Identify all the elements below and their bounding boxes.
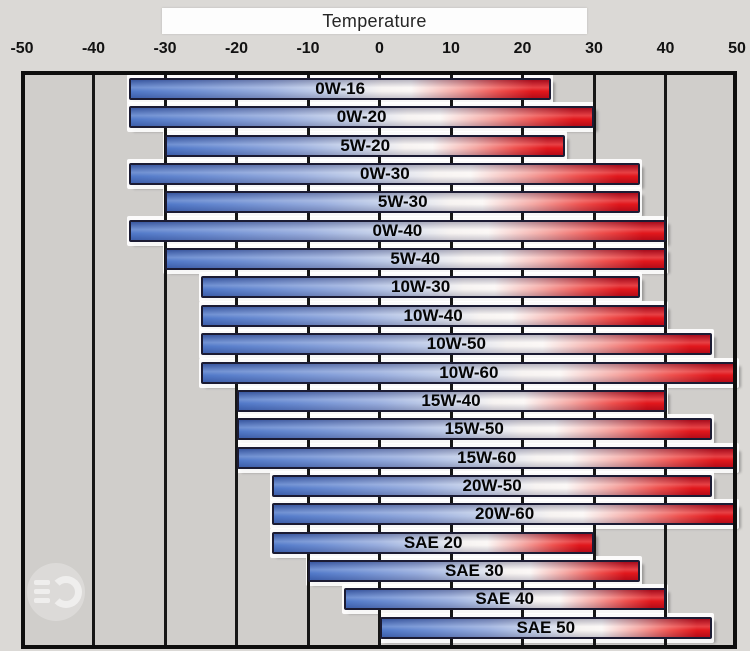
oil-grade-label: 5W-40 [390, 249, 441, 269]
oil-grade-bar: 0W-16 [129, 78, 552, 100]
oil-grade-bar: SAE 50 [379, 616, 712, 639]
oil-grade-bar: 10W-40 [200, 304, 666, 327]
gridline [378, 75, 381, 645]
oil-grade-bar: 0W-40 [129, 219, 666, 242]
oil-grade-bar: 5W-40 [165, 248, 666, 271]
axis-tick-label: -20 [224, 40, 249, 57]
headlight-beam-line [34, 589, 50, 594]
oil-grade-bar: SAE 30 [308, 559, 641, 582]
oil-grade-bar: SAE 40 [343, 588, 666, 611]
gridline [521, 75, 524, 645]
oil-grade-bar: 15W-50 [236, 418, 712, 441]
axis-tick-label: -10 [296, 40, 320, 57]
oil-grade-bar: 5W-30 [165, 191, 641, 214]
oil-grade-bar: 10W-30 [200, 276, 641, 299]
headlight-logo-icon [27, 563, 85, 621]
gridline [306, 75, 310, 645]
oil-grade-label: 10W-50 [426, 334, 486, 354]
oil-grade-bar: 10W-60 [200, 361, 737, 384]
axis-tick-label: 10 [442, 40, 460, 57]
axis-tick-label: 30 [585, 40, 603, 57]
oil-grade-bar: 5W-20 [165, 134, 566, 157]
oil-grade-label: 0W-16 [315, 79, 366, 98]
headlight-beam-line [34, 598, 50, 603]
oil-grade-label: 15W-40 [421, 390, 481, 410]
oil-grade-bar: 15W-60 [236, 446, 737, 469]
oil-grade-label: 20W-50 [462, 475, 522, 495]
axis-tick-label: -50 [10, 40, 34, 57]
axis-tick-label: 20 [513, 40, 532, 57]
oil-grade-bar: 0W-20 [129, 106, 594, 129]
oil-grade-label: 0W-30 [359, 164, 410, 184]
oil-grade-bar: 10W-50 [200, 333, 712, 356]
gridline [163, 75, 167, 645]
oil-grade-bar: 20W-60 [272, 503, 737, 526]
oil-grade-label: 0W-20 [336, 107, 387, 127]
chart-title-box: Temperature [162, 8, 587, 34]
oil-grade-label: 5W-30 [377, 192, 428, 212]
oil-grade-bar: 15W-40 [236, 389, 666, 412]
axis-tick-label: -40 [81, 40, 106, 57]
headlight-beam-line [34, 580, 50, 585]
axis-tick-label: 50 [728, 40, 746, 57]
oil-grade-label: 15W-60 [457, 447, 517, 467]
oil-grade-bar: 0W-30 [129, 163, 641, 186]
oil-grade-bar: SAE 20 [272, 531, 594, 554]
chart-title: Temperature [322, 11, 427, 31]
oil-grade-label: 20W-60 [475, 504, 535, 524]
oil-grade-label: 10W-40 [403, 305, 463, 325]
gridline [592, 75, 596, 645]
oil-grade-label: SAE 40 [475, 589, 534, 609]
gridline [664, 75, 667, 645]
gridline [449, 75, 453, 645]
oil-grade-label: 5W-20 [340, 135, 391, 155]
oil-grade-label: 10W-30 [391, 277, 451, 297]
oil-grade-label: 10W-60 [439, 362, 499, 382]
oil-grade-label: 0W-40 [372, 220, 423, 240]
headlight-lamp-ring [50, 576, 82, 608]
gridline [235, 75, 238, 645]
axis-tick-label: -30 [153, 40, 177, 57]
oil-grade-label: SAE 20 [403, 532, 463, 552]
gridline [92, 75, 95, 645]
oil-grade-label: SAE 30 [444, 560, 504, 580]
axis-tick-label: 40 [656, 40, 675, 57]
oil-grade-label: 15W-50 [444, 419, 504, 439]
oil-grade-label: SAE 50 [516, 617, 576, 637]
axis-tick-label: 0 [375, 40, 384, 57]
oil-grade-bar: 20W-50 [272, 474, 712, 497]
